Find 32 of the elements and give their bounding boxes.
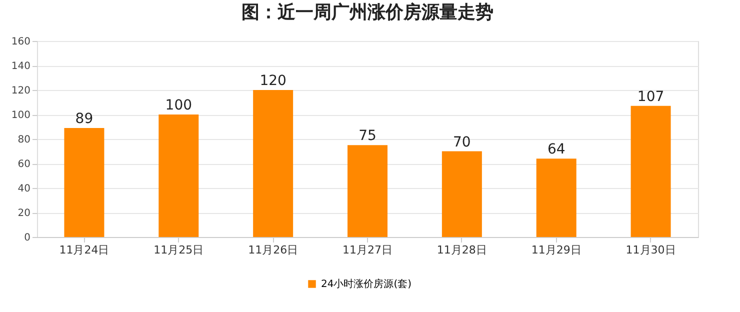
data-label: 64 bbox=[547, 142, 566, 158]
bar bbox=[253, 90, 294, 237]
x-tick-label: 11月29日 bbox=[531, 244, 582, 256]
bar bbox=[536, 158, 576, 237]
y-tick-label: 120 bbox=[11, 86, 30, 96]
x-tick-label: 11月27日 bbox=[342, 244, 392, 256]
x-tick-label: 11月28日 bbox=[436, 244, 487, 256]
y-tick-label: 80 bbox=[18, 134, 30, 146]
chart-title: 图：近一周广州涨价房源量走势 bbox=[242, 2, 494, 23]
data-label: 107 bbox=[637, 88, 664, 105]
y-tick-label: 160 bbox=[11, 36, 30, 48]
data-label: 120 bbox=[260, 73, 286, 89]
data-label: 70 bbox=[453, 134, 471, 150]
bar bbox=[348, 145, 388, 237]
x-tick-label: 11月24日 bbox=[59, 244, 110, 256]
bar bbox=[64, 128, 104, 237]
y-tick-label: 100 bbox=[11, 110, 30, 121]
data-label: 100 bbox=[165, 98, 192, 114]
data-label: 75 bbox=[358, 128, 376, 144]
y-tick-label: 20 bbox=[18, 208, 30, 219]
y-tick-label: 60 bbox=[18, 159, 30, 170]
bar bbox=[158, 114, 199, 237]
x-tick-label: 11月26日 bbox=[248, 244, 298, 256]
data-label: 89 bbox=[75, 110, 94, 127]
legend-label: 24小时涨价房源(套) bbox=[321, 278, 412, 290]
x-tick-label: 11月30日 bbox=[626, 244, 676, 256]
y-tick-label: 40 bbox=[18, 184, 30, 194]
y-tick-label: 140 bbox=[11, 61, 30, 72]
bar bbox=[630, 106, 671, 237]
bar bbox=[442, 151, 482, 237]
x-tick-label: 11月25日 bbox=[154, 244, 204, 256]
y-tick-label: 0 bbox=[24, 232, 30, 244]
